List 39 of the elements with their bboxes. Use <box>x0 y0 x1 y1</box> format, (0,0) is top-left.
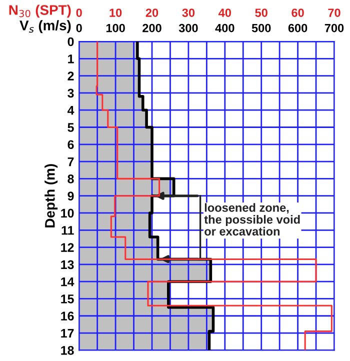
y-tick-label: 0 <box>68 37 74 46</box>
x2-tick-label: 0 <box>76 8 82 17</box>
y-tick-label: 1 <box>68 54 74 64</box>
y-tick-label: 7 <box>68 157 74 166</box>
y-tick-label: 8 <box>68 174 74 184</box>
y-tick-label: 16 <box>61 312 74 321</box>
x2-tick-label: 40 <box>218 8 231 17</box>
y-tick-label: 14 <box>61 278 74 286</box>
x-tick-label: 300 <box>178 24 198 32</box>
x2-tick-label: 10 <box>110 8 122 17</box>
x2-axis-title: N$_{30}$ (SPT) <box>9 4 71 18</box>
x-tick-label: 600 <box>288 24 308 32</box>
y-tick-label: 11 <box>62 226 74 235</box>
x-tick-label: 200 <box>142 24 162 32</box>
annotation: loosened zone, the possible void or excavation <box>204 203 300 236</box>
y-tick-label: 18 <box>61 346 74 355</box>
y-axis-title: Depth (m) <box>44 164 58 228</box>
y-tick-label: 10 <box>61 208 74 218</box>
y-tick-label: 13 <box>61 260 74 270</box>
x-tick-label: 0 <box>76 24 82 32</box>
y-tick-label: 4 <box>67 106 74 115</box>
y-tick-label: 9 <box>68 192 74 200</box>
x-tick-label: 700 <box>324 24 344 32</box>
y-tick-label: 15 <box>61 294 74 304</box>
y-tick-label: 2 <box>68 72 74 80</box>
y-tick-label: 6 <box>68 140 74 150</box>
x2-tick-label: 70 <box>328 8 340 17</box>
x-tick-label: 400 <box>215 24 234 32</box>
y-tick-label: 17 <box>61 328 74 338</box>
x2-tick-label: 50 <box>255 8 268 17</box>
y-tick-label: 5 <box>68 123 74 132</box>
y-tick-label: 12 <box>61 243 74 252</box>
x2-tick-label: 20 <box>146 8 158 17</box>
x-tick-label: 500 <box>252 24 271 32</box>
x2-tick-label: 60 <box>292 8 304 17</box>
y-tick-label: 3 <box>68 88 74 98</box>
x-axis-title: V$_{s}$ (m/s) <box>20 20 71 34</box>
x-tick-label: 100 <box>106 24 125 32</box>
x2-tick-label: 30 <box>182 8 195 17</box>
